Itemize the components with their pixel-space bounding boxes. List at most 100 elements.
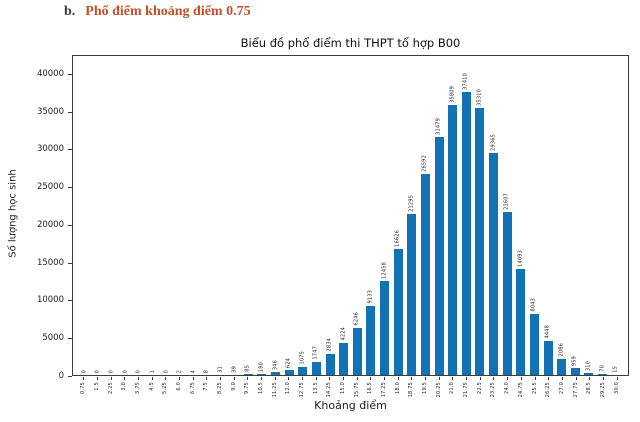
bar-value-label: 0	[96, 370, 101, 373]
x-tick-mark	[439, 377, 440, 380]
bar-value-label: 15	[614, 366, 619, 373]
bar-value-label: 14093	[518, 250, 523, 267]
bar-value-label: 70	[600, 365, 605, 372]
x-tick-label: 24.75	[519, 382, 524, 397]
x-tick-mark	[206, 377, 207, 380]
bar	[544, 341, 553, 375]
x-tick-label: 9.75	[245, 382, 250, 394]
bar-cell: 21607	[500, 56, 514, 375]
bar-cell: 35310	[473, 56, 487, 375]
bar	[584, 373, 593, 375]
y-tick-label: 40000	[37, 69, 64, 79]
bar-value-label: 31	[219, 366, 224, 373]
x-tick-mark	[220, 377, 221, 380]
bar-cell: 15	[609, 56, 623, 375]
bar-cell: 21295	[405, 56, 419, 375]
bar-value-label: 16626	[396, 230, 401, 247]
bar	[571, 368, 580, 375]
bar-value-label: 2834	[328, 338, 333, 352]
x-tick-label: 2.25	[109, 382, 114, 394]
bar-value-label: 4	[191, 370, 196, 373]
x-tick-mark	[302, 377, 303, 380]
bar-cell: 31479	[432, 56, 446, 375]
x-tick-mark	[562, 377, 563, 380]
bar-cell: 624	[282, 56, 296, 375]
x-tick-mark	[466, 377, 467, 380]
x-tick-label: 12.0	[286, 382, 291, 394]
y-tick-label: 20000	[37, 220, 64, 230]
x-tick-mark	[138, 377, 139, 380]
plot-area: 0000010248313985180346624107517472834422…	[72, 55, 629, 376]
bar-value-label: 346	[273, 360, 278, 370]
bar-value-label: 21607	[505, 193, 510, 210]
x-tick-mark	[548, 377, 549, 380]
x-tick-mark	[152, 377, 153, 380]
x-tick-mark	[111, 377, 112, 380]
bar-value-label: 310	[586, 361, 591, 371]
bar-value-label: 0	[123, 370, 128, 373]
bar	[244, 374, 253, 375]
x-tick-mark	[411, 377, 412, 380]
bar-value-label: 21295	[409, 195, 414, 212]
bars-container: 0000010248313985180346624107517472834422…	[73, 56, 628, 375]
y-tick-label: 35000	[37, 107, 64, 117]
bar-cell: 2	[173, 56, 187, 375]
x-tick-label: 11.25	[273, 382, 278, 397]
bar	[326, 354, 335, 375]
x-tick-mark	[288, 377, 289, 380]
x-tick-mark	[384, 377, 385, 380]
x-tick-mark	[480, 377, 481, 380]
bar	[285, 370, 294, 375]
bar-cell: 4	[187, 56, 201, 375]
bar-cell: 85	[242, 56, 256, 375]
bar	[475, 108, 484, 375]
x-tick-mark	[329, 377, 330, 380]
bar-value-label: 31479	[437, 118, 442, 135]
x-tick-label: 12.75	[300, 382, 305, 397]
x-tick-mark	[165, 377, 166, 380]
section-heading: b.Phổ điểm khoảng điểm 0.75	[64, 4, 251, 20]
x-tick-label: 15.75	[355, 382, 360, 397]
x-tick-label: 28.5	[587, 382, 592, 394]
bar-cell: 70	[596, 56, 610, 375]
bar	[448, 105, 457, 375]
x-tick-mark	[425, 377, 426, 380]
bar-cell: 0	[133, 56, 147, 375]
x-tick-label: 10.5	[259, 382, 264, 394]
x-tick-label: 15.0	[341, 382, 346, 394]
bar	[353, 328, 362, 375]
x-tick-label: 6.75	[191, 382, 196, 394]
x-tick-mark	[507, 377, 508, 380]
bar-value-label: 29365	[491, 134, 496, 151]
bar-cell: 29365	[487, 56, 501, 375]
x-tick-label: 23.25	[491, 382, 496, 397]
x-tick-label: 20.25	[437, 382, 442, 397]
bar	[298, 367, 307, 375]
x-tick-label: 7.5	[204, 382, 209, 391]
x-tick-label: 29.25	[601, 382, 606, 397]
x-tick-mark	[261, 377, 262, 380]
bar-value-label: 0	[82, 370, 87, 373]
x-tick-label: 21.0	[450, 382, 455, 394]
bar-cell: 1	[146, 56, 160, 375]
bar-cell: 1747	[310, 56, 324, 375]
bar	[435, 137, 444, 375]
bar-value-label: 1075	[300, 351, 305, 365]
bar-value-label: 4448	[546, 325, 551, 339]
bar	[394, 249, 403, 375]
x-tick-mark	[357, 377, 358, 380]
bar-cell: 0	[160, 56, 174, 375]
x-tick-mark	[343, 377, 344, 380]
bar-value-label: 8043	[532, 298, 537, 312]
x-tick-label: 22.5	[478, 382, 483, 394]
x-tick-label: 14.25	[327, 382, 332, 397]
bar-cell: 26592	[419, 56, 433, 375]
y-tick-label: 0	[59, 371, 64, 381]
bar-cell: 2086	[555, 56, 569, 375]
x-tick-label: 17.25	[382, 382, 387, 397]
x-tick-label: 16.5	[368, 382, 373, 394]
x-tick-mark	[576, 377, 577, 380]
bar-cell: 35809	[446, 56, 460, 375]
x-tick-mark	[452, 377, 453, 380]
x-tick-label: 21.75	[464, 382, 469, 397]
